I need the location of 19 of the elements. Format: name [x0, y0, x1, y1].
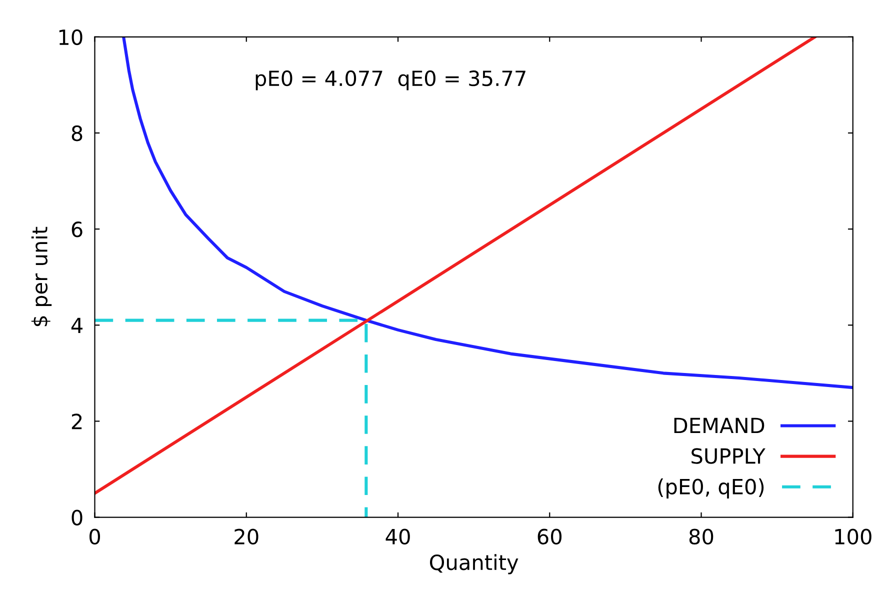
x-tick-label: 100	[835, 528, 872, 545]
y-tick-label: 6	[72, 222, 82, 238]
line-series	[122, 36, 853, 390]
y-tick-label: 10	[59, 29, 82, 46]
y-tick-label: 4	[71, 318, 82, 334]
y-tick-label: 8	[72, 125, 82, 142]
x-tick-label: 20	[234, 528, 258, 545]
x-tick-label: 40	[386, 528, 410, 545]
y-tick-label: 2	[72, 414, 82, 430]
x-axis-title: Quantity	[430, 554, 518, 574]
legend-label: (pE0, qE0)	[658, 478, 764, 499]
x-tick-label: 0	[90, 528, 100, 545]
x-tick-label: 80	[689, 528, 714, 545]
legend-label: SUPPLY	[692, 448, 766, 464]
y-tick-label: 0	[72, 510, 82, 526]
x-tick-label: 60	[538, 528, 562, 545]
y-axis-title: $ per unit	[31, 226, 52, 326]
legend-label: DEMAND	[674, 418, 764, 434]
annotation: pE0 = 4.077 qE0 = 35.77	[256, 70, 526, 90]
